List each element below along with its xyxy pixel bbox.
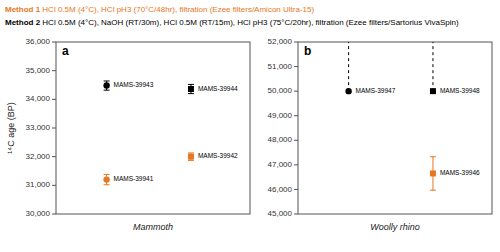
point-label: MAMS-39941	[114, 175, 154, 182]
limit-line	[348, 42, 349, 91]
y-tick-label: 49,000	[268, 111, 293, 120]
y-tick-label: 31,000	[26, 180, 51, 189]
y-tick	[294, 115, 298, 116]
panel-title: a	[62, 44, 69, 58]
y-tick	[294, 189, 298, 190]
y-tick	[294, 91, 298, 92]
plot-frame	[56, 42, 250, 214]
y-tick	[52, 185, 56, 186]
error-cap	[188, 160, 194, 161]
point	[430, 170, 436, 176]
header-method: Method 1	[5, 5, 41, 14]
y-tick	[52, 156, 56, 157]
point-labels: MAMS-39941 MAMS-39943 MAMS-39942 MAMS-39944	[114, 81, 238, 182]
y-tick-label: 35,000	[26, 66, 51, 75]
point-label: MAMS-39943	[114, 81, 154, 88]
y-tick	[294, 214, 298, 215]
point	[188, 154, 194, 160]
x-axis-label: Woolly rhino	[370, 222, 420, 232]
y-tick-label: 51,000	[268, 62, 293, 71]
error-bar	[188, 153, 194, 160]
y-tick	[294, 140, 298, 141]
error-cap	[104, 174, 110, 175]
point	[345, 88, 351, 94]
marks	[345, 42, 436, 190]
error-cap	[188, 84, 194, 85]
point	[188, 86, 194, 92]
y-tick	[52, 99, 56, 100]
point	[103, 82, 109, 88]
y-tick-label: 32,000	[26, 152, 51, 161]
point	[103, 176, 109, 182]
y-tick-label: 30,000	[26, 209, 51, 218]
point-label: MAMS-39946	[440, 169, 480, 176]
error-cap	[188, 152, 194, 153]
point-label: MAMS-39948	[440, 87, 480, 94]
point	[430, 88, 436, 94]
error-cap	[104, 184, 110, 185]
limit-line	[432, 42, 433, 91]
x-axis-label: Mammoth	[133, 222, 173, 232]
y-axis-label: ¹⁴C age (BP)	[6, 102, 16, 153]
point-labels: MAMS-39947 MAMS-39948 MAMS-39946	[356, 87, 480, 176]
y-tick-label: 46,000	[268, 185, 293, 194]
y-tick-label: 47,000	[268, 160, 293, 169]
header-line: Method 1 HCl 0.5M (4°C), HCl pH3 (70°C/4…	[5, 5, 314, 14]
y-tick	[294, 42, 298, 43]
error-cap	[430, 156, 436, 157]
header-text: HCl 0.5M (4°C), NaOH (RT/30m), HCl 0.5M …	[40, 18, 459, 27]
point-label: MAMS-39944	[198, 85, 238, 92]
y-tick-label: 50,000	[268, 86, 293, 95]
y-tick-label: 33,000	[26, 123, 51, 132]
header-method: Method 2	[5, 18, 41, 27]
y-tick-label: 36,000	[26, 37, 51, 46]
error-bar	[104, 174, 110, 184]
y-tick-label: 45,000	[268, 209, 293, 218]
marks	[103, 81, 194, 185]
y-tick	[294, 164, 298, 165]
error-bar	[188, 84, 194, 93]
error-cap	[430, 190, 436, 191]
panel: 45,000 46,000 47,000 48,000 49,000 50,000 51,0…	[268, 37, 492, 232]
y-tick	[294, 66, 298, 67]
y-tick	[52, 42, 56, 43]
error-cap	[188, 93, 194, 94]
y-tick-label: 52,000	[268, 37, 293, 46]
error-cap	[104, 80, 110, 81]
error-cap	[104, 90, 110, 91]
point-label: MAMS-39942	[198, 152, 238, 159]
header-text: HCl 0.5M (4°C), HCl pH3 (70°C/48hr), fil…	[40, 5, 314, 14]
panel: 30,000 31,000 32,000 33,000 34,000 35,000 36,0…	[6, 37, 250, 232]
y-tick	[52, 214, 56, 215]
panel-title: b	[304, 44, 311, 58]
error-bar	[430, 157, 436, 190]
header-line: Method 2 HCl 0.5M (4°C), NaOH (RT/30m), …	[5, 18, 459, 27]
y-tick-label: 34,000	[26, 94, 51, 103]
plot-frame	[298, 42, 492, 214]
error-bar	[104, 81, 110, 90]
point-label: MAMS-39947	[356, 87, 396, 94]
y-tick-label: 48,000	[268, 135, 293, 144]
y-tick	[52, 128, 56, 129]
chart: Method 1 HCl 0.5M (4°C), HCl pH3 (70°C/4…	[0, 0, 500, 252]
y-tick	[52, 70, 56, 71]
